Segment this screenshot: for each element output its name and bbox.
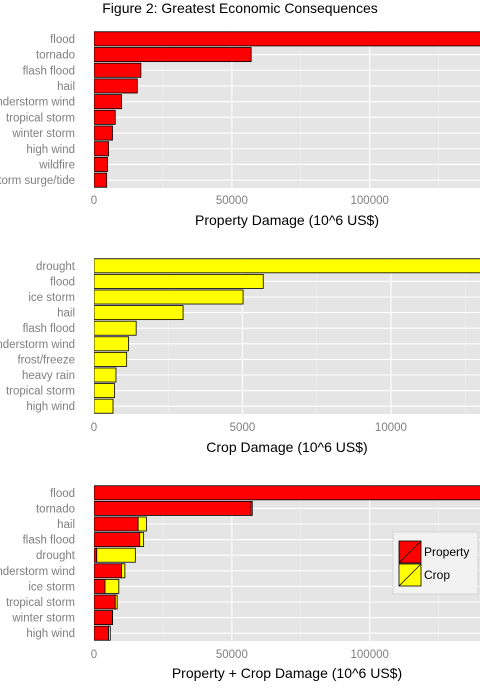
category-label: hail [57,519,75,531]
category-label: storm surge/tide [0,175,75,187]
x-tick-label: 5000 [230,422,256,434]
bar-property [94,173,107,187]
category-label: hail [57,308,75,320]
bar-property [94,157,108,171]
x-axis-title: Crop Damage (10^6 US$) [206,439,367,455]
legend: Property Crop [393,532,478,594]
bar-crop [94,384,114,398]
x-tick-label: 100000 [351,195,389,207]
bar-property [94,486,480,500]
figure-title: Figure 2: Greatest Economic Consequences [102,0,377,16]
category-label: tornado [36,50,75,62]
x-tick-label: 0 [91,195,97,207]
x-tick-label: 0 [91,649,97,661]
bar-property [94,548,97,562]
bar-crop [94,337,128,351]
category-label: flash flood [23,323,75,335]
bar-property [94,79,137,93]
category-label: frost/freeze [17,354,75,366]
bar-crop [94,259,480,273]
bar-crop [94,274,263,288]
bar-property [94,517,138,531]
legend-label: Property [424,545,469,559]
plot-panels: flood tornado flash flood hail thunderstorm … [0,31,480,681]
bar-crop [94,399,113,413]
chart-panel-1: flood tornado flash flood hail thunderstorm … [0,31,480,228]
bar-property [94,611,112,625]
category-label: tornado [36,503,75,515]
category-label: thunderstorm wind [0,339,75,351]
x-axis-title: Property + Crop Damage (10^6 US$) [172,665,402,681]
bar-crop [105,579,119,593]
category-label: drought [36,550,76,562]
x-tick-label: 50000 [216,195,248,207]
category-label: flood [50,34,75,46]
category-label: drought [36,261,76,273]
bar-property [94,579,105,593]
bar-crop [97,548,136,562]
bar-property [94,142,109,156]
category-label: tropical storm [6,597,75,609]
chart-panel-2: drought flood ice storm hail flash flood thun… [0,258,480,455]
bar-crop [140,533,144,547]
category-label: flash flood [23,535,75,547]
bar-property [94,110,115,124]
bar-property [94,32,480,46]
bar-crop [94,352,127,366]
category-label: thunderstorm wind [0,97,75,109]
bar-property [94,63,141,77]
category-label: flood [50,276,75,288]
bar-crop [122,564,125,578]
bar-crop [138,517,146,531]
category-label: heavy rain [22,370,75,382]
bar-property [94,533,140,547]
bar-crop [94,306,183,320]
x-axis-title: Property Damage (10^6 US$) [195,212,379,228]
category-label: flood [50,488,75,500]
x-tick-label: 100000 [351,649,389,661]
bar-property [94,95,122,109]
category-label: flash flood [23,65,75,77]
category-label: high wind [26,401,75,413]
category-label: high wind [26,144,75,156]
bar-crop [94,368,116,382]
legend-label: Crop [424,568,450,582]
bar-property [94,564,122,578]
bar-crop [94,290,243,304]
bar-property [94,47,251,61]
x-tick-label: 50000 [216,649,248,661]
category-label: tropical storm [6,112,75,124]
bar-property [94,595,115,609]
chart-panel-3: flood tornado hail flash flood drought thunde… [0,485,480,681]
bar-property [94,501,251,515]
x-tick-label: 0 [91,422,97,434]
category-label: high wind [26,628,75,640]
category-label: winter storm [11,613,75,625]
category-label: winter storm [11,128,75,140]
category-label: tropical storm [6,386,75,398]
bar-crop [251,501,252,515]
category-label: ice storm [28,292,75,304]
bar-property [94,126,112,140]
category-label: hail [57,81,75,93]
x-tick-label: 10000 [375,422,407,434]
category-label: ice storm [28,581,75,593]
bar-property [94,626,109,640]
category-label: wildfire [38,159,75,171]
bar-crop [115,595,117,609]
bar-crop [94,321,136,335]
bar-crop [109,626,111,640]
category-label: thunderstorm wind [0,566,75,578]
